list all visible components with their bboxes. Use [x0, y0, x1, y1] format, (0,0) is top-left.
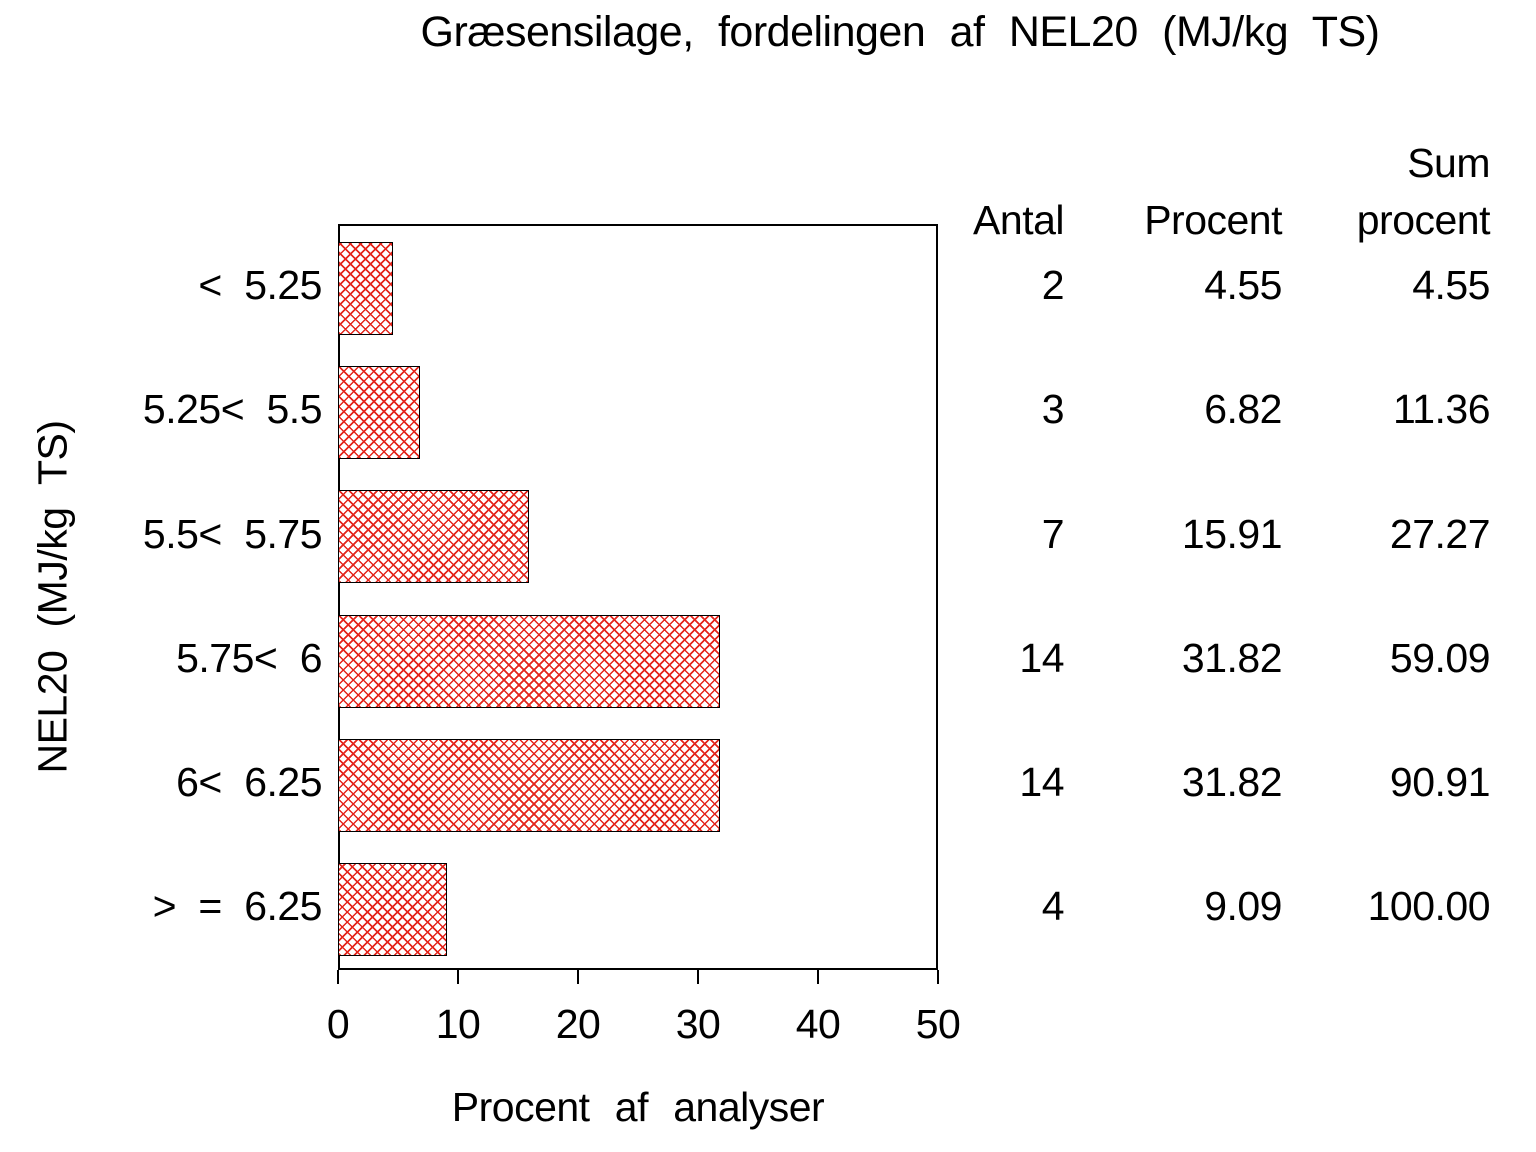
bar-5.5-5.75 — [338, 490, 529, 583]
bar-5.25-5.5 — [338, 366, 420, 459]
table-cell-antal: 3 — [1041, 386, 1065, 432]
table-cell-sum: 4.55 — [1412, 262, 1490, 308]
table-cell-procent: 4.55 — [1204, 262, 1282, 308]
table-cell-procent: 31.82 — [1181, 635, 1283, 681]
x-tick-label: 0 — [326, 1001, 350, 1047]
x-tick-mark — [577, 970, 579, 984]
x-axis-label: Procent af analyser — [451, 1084, 825, 1130]
category-label: 5.5< 5.75 — [142, 511, 323, 557]
x-tick-label: 50 — [915, 1001, 961, 1047]
x-tick-mark — [697, 970, 699, 984]
table-cell-procent: 31.82 — [1181, 759, 1283, 805]
category-label: 5.25< 5.5 — [142, 386, 323, 432]
table-cell-sum: 27.27 — [1389, 511, 1491, 557]
x-tick-mark — [937, 970, 939, 984]
x-tick-label: 10 — [435, 1001, 481, 1047]
bar-gte-6.25 — [338, 863, 448, 956]
x-tick-label: 20 — [555, 1001, 601, 1047]
table-cell-sum: 11.36 — [1392, 386, 1491, 432]
x-tick-label: 40 — [795, 1001, 841, 1047]
chart-title: Græsensilage, fordelingen af NEL20 (MJ/k… — [420, 8, 1380, 56]
y-axis-label: NEL20 (MJ/kg TS) — [29, 420, 76, 774]
table-cell-procent: 6.82 — [1204, 386, 1282, 432]
table-cell-antal: 4 — [1041, 883, 1065, 929]
table-cell-sum: 59.09 — [1389, 635, 1491, 681]
bar-lt-5.25 — [338, 242, 393, 335]
category-label: > = 6.25 — [152, 883, 323, 929]
plot-area — [338, 224, 938, 970]
table-cell-sum: 100.00 — [1367, 883, 1491, 929]
table-cell-antal: 14 — [1019, 759, 1064, 805]
table-cell-antal: 2 — [1041, 262, 1065, 308]
category-label: 6< 6.25 — [176, 759, 322, 805]
x-tick-mark — [337, 970, 339, 984]
table-cell-antal: 7 — [1041, 511, 1065, 557]
category-label: 5.75< 6 — [176, 635, 322, 681]
x-tick-mark — [457, 970, 459, 984]
table-cell-procent: 15.91 — [1181, 511, 1283, 557]
bar-6-6.25 — [338, 739, 720, 832]
category-label: < 5.25 — [198, 262, 322, 308]
table-cell-procent: 9.09 — [1204, 883, 1282, 929]
table-cell-sum: 90.91 — [1389, 759, 1491, 805]
table-header-sum-line1: Sum — [1407, 140, 1490, 186]
table-cell-antal: 14 — [1019, 635, 1064, 681]
bar-5.75-6 — [338, 615, 720, 708]
table-header-antal: Antal — [973, 197, 1064, 243]
x-tick-mark — [817, 970, 819, 984]
table-header-procent: Procent — [1144, 197, 1282, 243]
table-header-sum-line2: procent — [1356, 197, 1491, 243]
x-tick-label: 30 — [675, 1001, 721, 1047]
